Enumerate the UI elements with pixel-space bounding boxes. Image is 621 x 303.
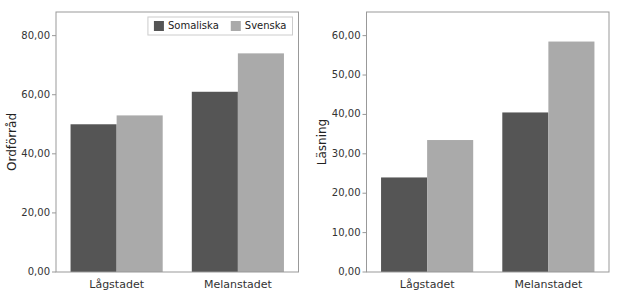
plot-frame — [367, 12, 610, 272]
y-tick-label: 0,00 — [28, 266, 50, 277]
y-tick-label: 10,00 — [332, 227, 361, 238]
y-tick — [363, 232, 367, 233]
plot-area — [367, 12, 610, 272]
y-tick — [363, 75, 367, 76]
y-tick — [52, 272, 56, 273]
y-tick — [363, 272, 367, 273]
x-tick-label: Melanstadet — [204, 278, 273, 291]
bar — [71, 124, 117, 272]
bar — [117, 115, 163, 272]
x-tick-label: Melanstadet — [514, 278, 583, 291]
legend: Somaliska Svenska — [148, 17, 293, 35]
y-tick-label: 40,00 — [21, 148, 50, 159]
y-axis-label: Ordförråd — [5, 113, 19, 171]
y-tick-label: 50,00 — [332, 69, 361, 80]
y-tick — [363, 35, 367, 36]
y-tick — [52, 94, 56, 95]
legend-box — [148, 17, 293, 35]
bar — [381, 177, 427, 272]
x-tick-label: Lågstadet — [89, 278, 144, 291]
y-tick-label: 40,00 — [332, 108, 361, 119]
y-tick — [363, 193, 367, 194]
bars — [381, 42, 594, 272]
x-tick-label: Lågstadet — [400, 278, 455, 291]
legend-label: Somaliska — [168, 20, 219, 31]
chart-panel: 0,00 10,00 20,00 30,00 40,00 50,00 60,00 Lågsta… — [315, 12, 609, 291]
y-tick — [52, 212, 56, 213]
chart-panel: 0,00 20,00 40,00 60,00 80,00 Lågstadet Melanst… — [5, 12, 299, 291]
legend-label: Svenska — [245, 20, 287, 31]
plot-area — [56, 12, 299, 272]
bar — [192, 92, 238, 272]
y-tick-label: 60,00 — [332, 30, 361, 41]
y-tick — [52, 35, 56, 36]
bar — [502, 112, 548, 272]
bar — [427, 140, 473, 272]
y-tick — [52, 153, 56, 154]
legend-swatch — [154, 21, 164, 31]
y-tick-label: 60,00 — [21, 89, 50, 100]
y-tick-label: 80,00 — [21, 30, 50, 41]
y-tick-label: 0,00 — [338, 266, 360, 277]
bar — [548, 42, 594, 272]
y-tick-label: 20,00 — [332, 187, 361, 198]
chart-figure: 0,00 20,00 40,00 60,00 80,00 Lågstadet Melanst… — [0, 0, 621, 303]
y-axis-label: Läsning — [315, 119, 329, 165]
legend-swatch — [231, 21, 241, 31]
y-tick — [363, 114, 367, 115]
y-tick — [363, 153, 367, 154]
bars — [71, 53, 284, 272]
y-tick-label: 30,00 — [332, 148, 361, 159]
plot-frame — [56, 12, 299, 272]
bar — [238, 53, 284, 272]
y-tick-label: 20,00 — [21, 207, 50, 218]
